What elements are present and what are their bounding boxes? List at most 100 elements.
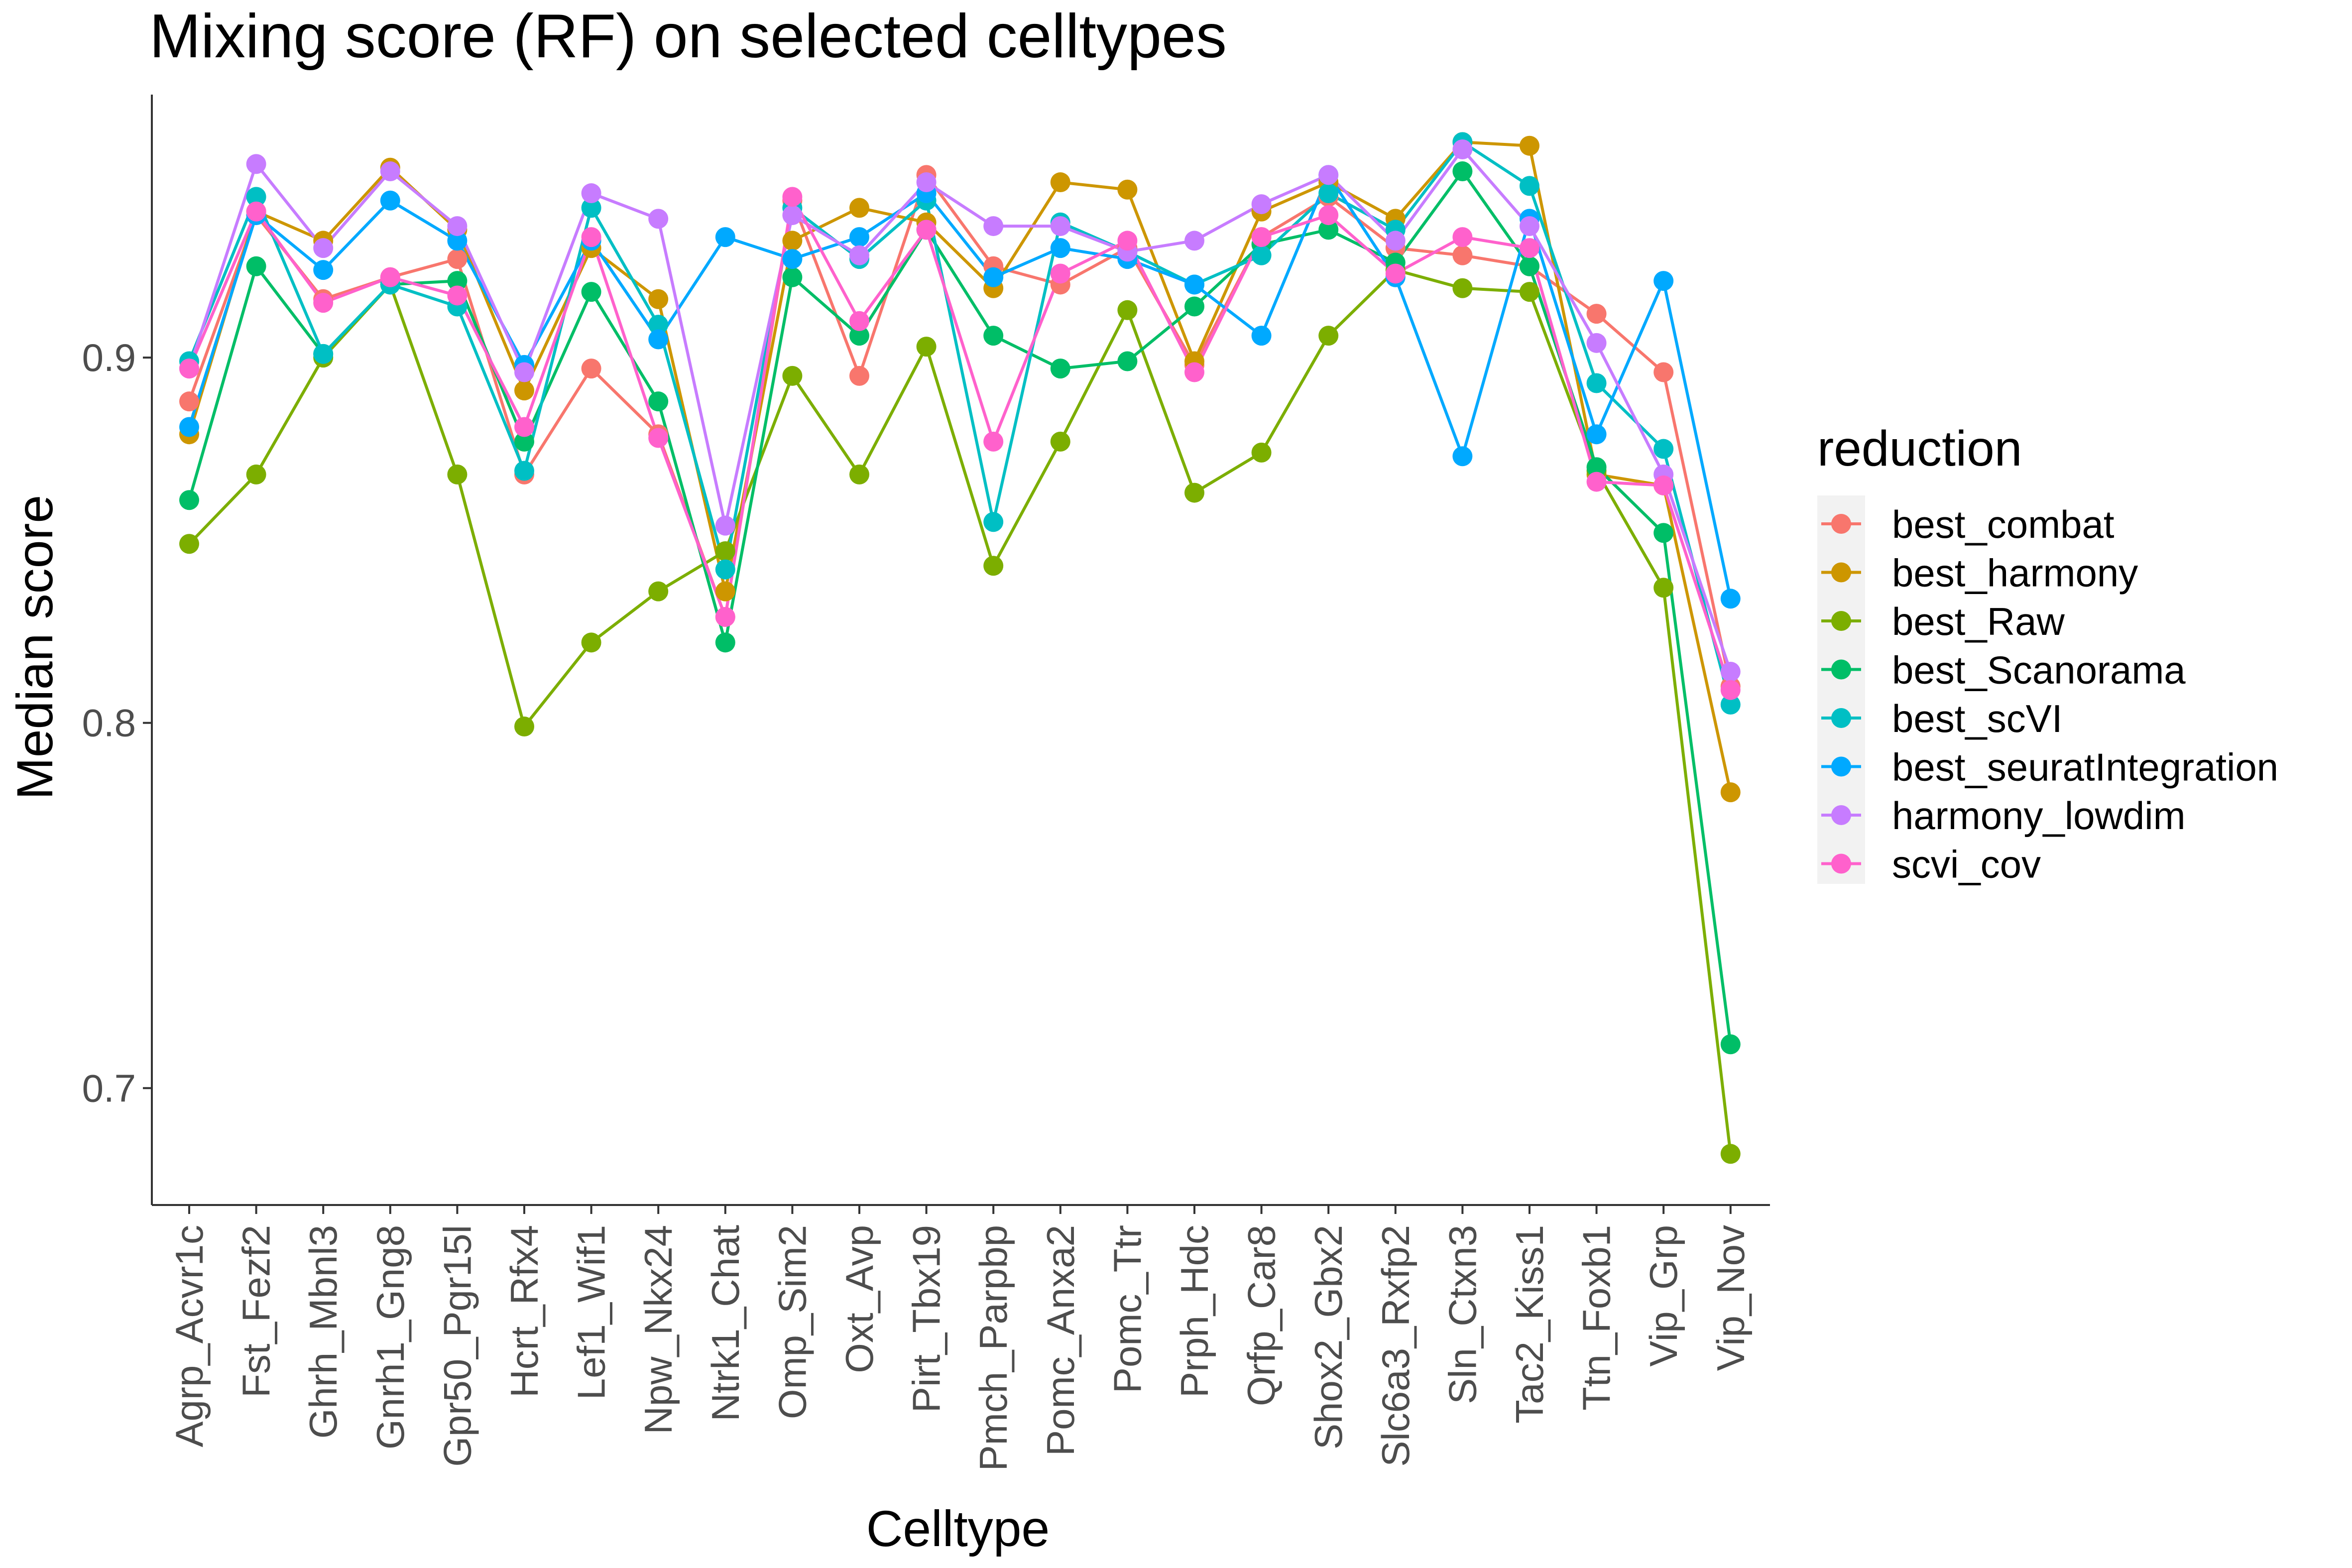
data-point-best_combat bbox=[179, 391, 199, 412]
data-point-best_Scanorama bbox=[1720, 1034, 1741, 1055]
data-point-scvi_cov bbox=[983, 431, 1004, 452]
series-line-best_harmony bbox=[188, 140, 1732, 793]
data-point-best_Raw bbox=[849, 464, 869, 484]
data-point-best_Scanorama bbox=[1452, 161, 1473, 182]
x-tick-label: Qrfp_Car8 bbox=[1240, 1225, 1284, 1406]
data-point-harmony_lowdim bbox=[715, 515, 735, 536]
data-point-best_scVI bbox=[1720, 695, 1741, 715]
data-point-best_Raw bbox=[916, 337, 937, 357]
data-point-best_harmony bbox=[648, 289, 669, 309]
data-point-best_Scanorama bbox=[648, 391, 669, 412]
data-point-best_scVI bbox=[1251, 245, 1272, 265]
data-point-best_scVI bbox=[1653, 439, 1674, 459]
x-ticks: Agrp_Acvr1c Fst_Fezf2 Ghrh_Mbnl3 Gnrh1_Gng8… bbox=[167, 1205, 1753, 1471]
x-tick-label: Pirt_Tbx19 bbox=[905, 1225, 948, 1413]
x-tick-label: Lef1_Wif1 bbox=[570, 1225, 613, 1400]
data-point-harmony_lowdim bbox=[1720, 662, 1741, 682]
data-point-best_Scanorama bbox=[715, 632, 735, 653]
data-point-best_seuratIntegration bbox=[983, 267, 1004, 287]
data-point-best_Raw bbox=[1452, 278, 1473, 298]
x-tick-label: Pomc_Ttr bbox=[1105, 1225, 1149, 1393]
data-point-best_combat bbox=[581, 359, 601, 379]
data-point-best_seuratIntegration bbox=[380, 190, 400, 211]
x-tick-label: Shox2_Gbx2 bbox=[1306, 1225, 1350, 1449]
data-point-best_combat bbox=[1586, 304, 1607, 324]
data-point-harmony_lowdim bbox=[782, 205, 803, 226]
data-point-scvi_cov bbox=[581, 227, 601, 247]
data-point-best_Raw bbox=[1520, 282, 1539, 302]
data-point-harmony_lowdim bbox=[648, 209, 669, 229]
data-point-harmony_lowdim bbox=[1452, 139, 1473, 160]
data-point-harmony_lowdim bbox=[313, 238, 334, 258]
x-tick-label: Vip_Grp bbox=[1642, 1225, 1685, 1367]
x-tick-label: Slc6a3_Rxfp2 bbox=[1374, 1225, 1417, 1467]
legend-label: harmony_lowdim bbox=[1892, 794, 2186, 838]
data-point-scvi_cov bbox=[1586, 472, 1607, 492]
x-tick-label: Ntrk1_Chat bbox=[704, 1225, 747, 1422]
data-point-best_seuratIntegration bbox=[1653, 271, 1674, 291]
data-point-scvi_cov bbox=[447, 285, 468, 306]
legend-label: best_scVI bbox=[1892, 697, 2063, 740]
data-point-best_scVI bbox=[514, 461, 534, 481]
data-point-best_seuratIntegration bbox=[1452, 446, 1473, 467]
x-tick-label: Prph_Hdc bbox=[1173, 1225, 1216, 1398]
data-point-best_Scanorama bbox=[1653, 523, 1674, 543]
data-point-scvi_cov bbox=[313, 293, 334, 313]
series-line-best_scVI bbox=[188, 140, 1732, 705]
data-point-best_combat bbox=[1452, 245, 1473, 265]
data-point-best_seuratIntegration bbox=[715, 227, 735, 247]
data-point-best_Scanorama bbox=[1117, 351, 1138, 371]
data-point-harmony_lowdim bbox=[380, 161, 400, 182]
data-point-best_seuratIntegration bbox=[648, 329, 669, 350]
legend-label: best_Scanorama bbox=[1892, 648, 2186, 692]
x-tick-label: Agrp_Acvr1c bbox=[167, 1225, 211, 1447]
x-tick-label: Pmch_Parpbp bbox=[971, 1225, 1015, 1471]
data-point-best_Scanorama bbox=[1586, 457, 1607, 478]
data-point-scvi_cov bbox=[1452, 227, 1473, 247]
x-tick-label: Npw_Nkx24 bbox=[636, 1225, 680, 1435]
data-point-best_Raw bbox=[514, 717, 534, 737]
data-point-scvi_cov bbox=[1117, 231, 1138, 251]
data-point-harmony_lowdim bbox=[1251, 194, 1272, 215]
data-point-best_Raw bbox=[782, 365, 803, 386]
data-point-best_Raw bbox=[983, 556, 1004, 576]
legend-key-point bbox=[1831, 514, 1851, 534]
data-point-scvi_cov bbox=[1520, 238, 1539, 258]
data-point-best_scVI bbox=[313, 344, 334, 364]
legend-key-point bbox=[1831, 708, 1851, 728]
y-tick-label: 0.7 bbox=[82, 1066, 136, 1110]
x-tick-label: Omp_Sim2 bbox=[770, 1225, 814, 1419]
data-point-best_scVI bbox=[1318, 183, 1339, 204]
x-tick-label: Sln_Ctxn3 bbox=[1440, 1225, 1484, 1404]
data-point-best_Raw bbox=[246, 464, 266, 484]
y-ticks: 0.7 0.8 0.9 bbox=[82, 336, 152, 1110]
data-point-scvi_cov bbox=[1251, 227, 1272, 247]
data-point-best_scVI bbox=[983, 512, 1004, 532]
data-point-best_harmony bbox=[1520, 135, 1539, 156]
data-point-best_Raw bbox=[1117, 300, 1138, 320]
series-line-best_seuratIntegration bbox=[188, 173, 1732, 599]
chart-title: Mixing score (RF) on selected celltypes bbox=[149, 2, 1227, 71]
data-point-best_scVI bbox=[648, 315, 669, 335]
y-tick-label: 0.8 bbox=[82, 701, 136, 745]
data-point-best_Raw bbox=[447, 464, 468, 484]
data-point-best_Scanorama bbox=[447, 271, 468, 291]
data-point-best_combat bbox=[849, 365, 869, 386]
legend-label: best_Raw bbox=[1892, 600, 2065, 643]
y-axis-title: Median score bbox=[6, 495, 63, 800]
series-line-best_Raw bbox=[188, 268, 1732, 1154]
data-point-harmony_lowdim bbox=[916, 172, 937, 193]
data-point-best_harmony bbox=[782, 231, 803, 251]
x-tick-label: Ttn_Foxb1 bbox=[1575, 1225, 1619, 1411]
series-points bbox=[179, 132, 1741, 1164]
data-point-best_combat bbox=[1653, 362, 1674, 382]
x-tick-label: Pomc_Anxa2 bbox=[1039, 1225, 1082, 1456]
data-point-best_harmony bbox=[514, 380, 534, 401]
series-lines bbox=[188, 140, 1732, 1154]
legend-key-point bbox=[1831, 756, 1851, 777]
data-point-harmony_lowdim bbox=[849, 245, 869, 265]
x-tick-label: Hcrt_Rfx4 bbox=[502, 1225, 546, 1398]
data-point-scvi_cov bbox=[1385, 263, 1406, 284]
